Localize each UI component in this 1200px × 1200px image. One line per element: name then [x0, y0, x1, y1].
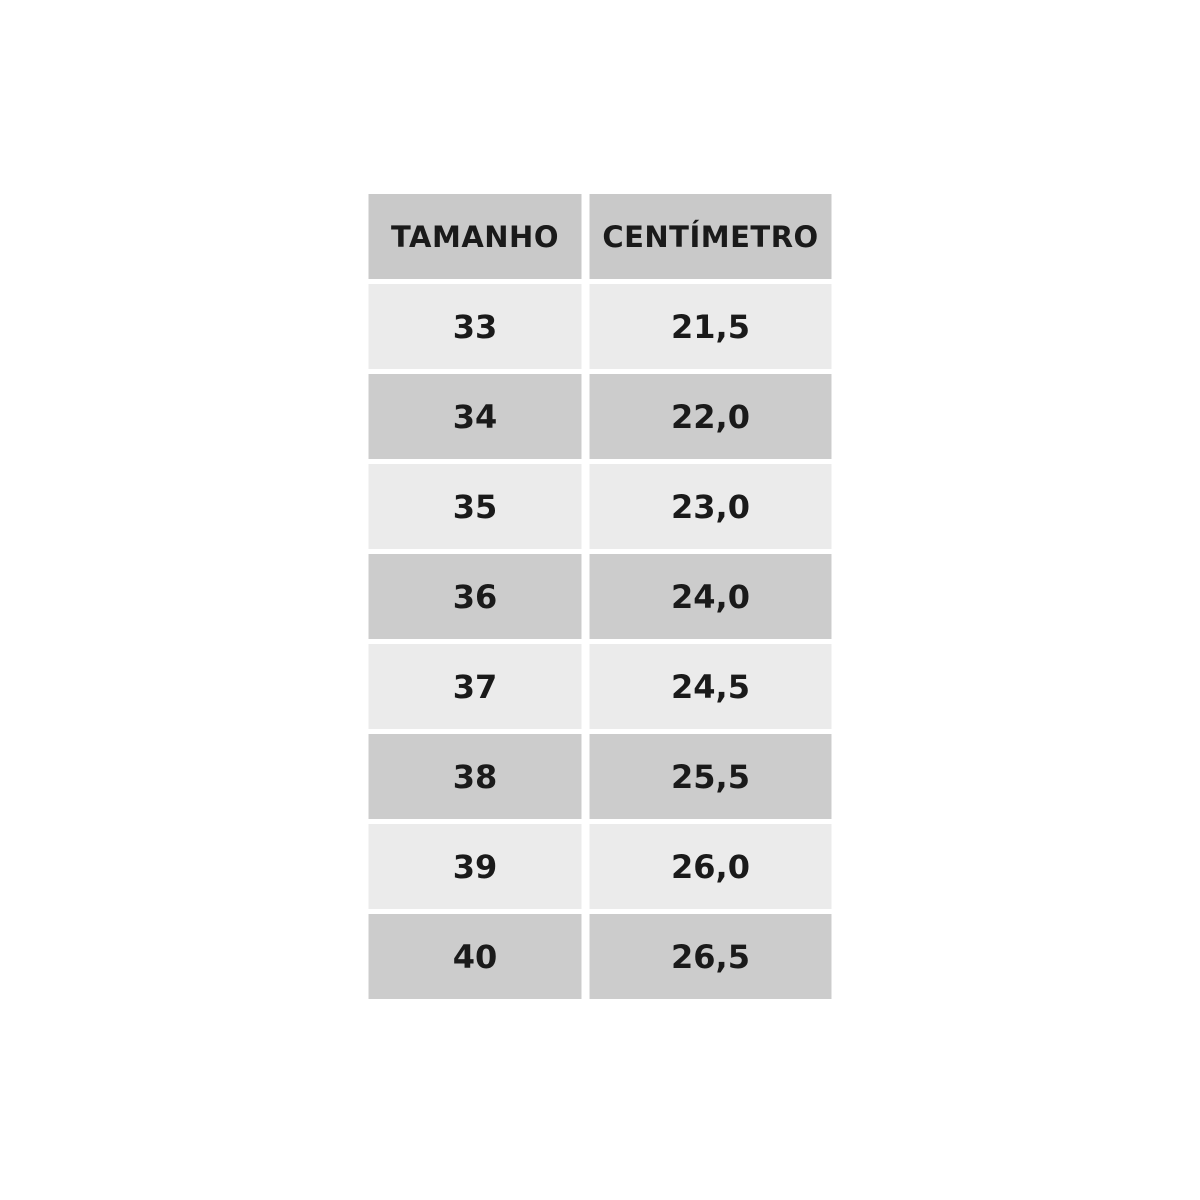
header-cell-tamanho: TAMANHO: [368, 194, 582, 279]
size-conversion-table: TAMANHO CENTÍMETRO 33 21,5 34 22,0 35 23…: [368, 194, 832, 999]
header-cell-centimetro: CENTÍMETRO: [589, 194, 832, 279]
cm-cell: 24,5: [589, 644, 832, 729]
cm-cell: 22,0: [589, 374, 832, 459]
size-cell: 35: [368, 464, 582, 549]
size-cell: 37: [368, 644, 582, 729]
cm-cell: 24,0: [589, 554, 832, 639]
size-cell: 36: [368, 554, 582, 639]
cm-cell: 23,0: [589, 464, 832, 549]
cm-cell: 21,5: [589, 284, 832, 369]
cm-cell: 26,0: [589, 824, 832, 909]
size-cell: 40: [368, 914, 582, 999]
size-cell: 33: [368, 284, 582, 369]
size-cell: 38: [368, 734, 582, 819]
cm-cell: 26,5: [589, 914, 832, 999]
size-cell: 39: [368, 824, 582, 909]
cm-cell: 25,5: [589, 734, 832, 819]
size-cell: 34: [368, 374, 582, 459]
